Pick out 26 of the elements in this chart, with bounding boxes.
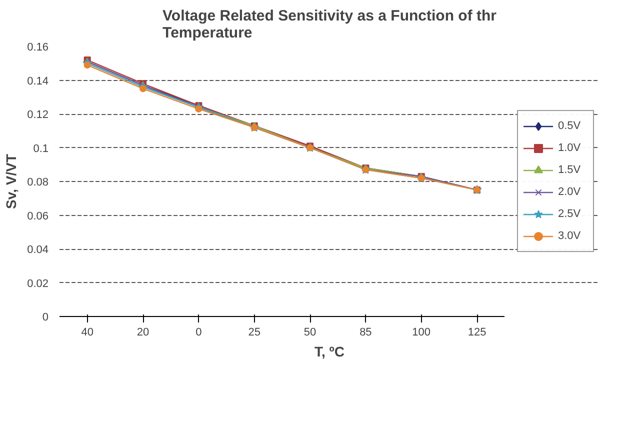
legend-label: 3.0V xyxy=(558,230,582,242)
y-tick-label: 0.12 xyxy=(27,109,49,121)
x-tick-label: 125 xyxy=(468,326,486,338)
legend-label: 2.0V xyxy=(558,186,582,198)
x-tick-label: 85 xyxy=(360,326,372,338)
x-axis-title: T, ºC xyxy=(314,344,345,360)
y-tick-label: 0.04 xyxy=(27,244,49,256)
legend-label: 1.5V xyxy=(558,164,582,176)
x-tick-label: 50 xyxy=(304,326,316,338)
x-tick-label: 25 xyxy=(248,326,260,338)
x-tick-label: 0 xyxy=(196,326,202,338)
y-tick-label: 0.16 xyxy=(27,42,49,54)
x-tick-label: 40 xyxy=(81,326,94,338)
x-tick-label: 100 xyxy=(412,326,431,338)
legend-label: 0.5V xyxy=(558,120,582,132)
y-tick-label: 0.1 xyxy=(33,142,49,155)
legend-label: 1.0V xyxy=(558,142,582,154)
x-tick-label: 20 xyxy=(136,326,150,338)
legend-label: 2.5V xyxy=(558,208,582,220)
y-tick-label: 0.08 xyxy=(27,176,49,188)
y-tick-label: 0.14 xyxy=(27,75,49,88)
y-tick-label: 0 xyxy=(42,312,49,324)
y-axis-title: Sv, V/VT xyxy=(3,154,20,209)
y-tick-label: 0.02 xyxy=(27,278,49,290)
chart-title: Voltage Related Sensitivity as a Function of thr Temperature xyxy=(162,8,497,42)
y-tick-label: 0.06 xyxy=(27,210,49,222)
